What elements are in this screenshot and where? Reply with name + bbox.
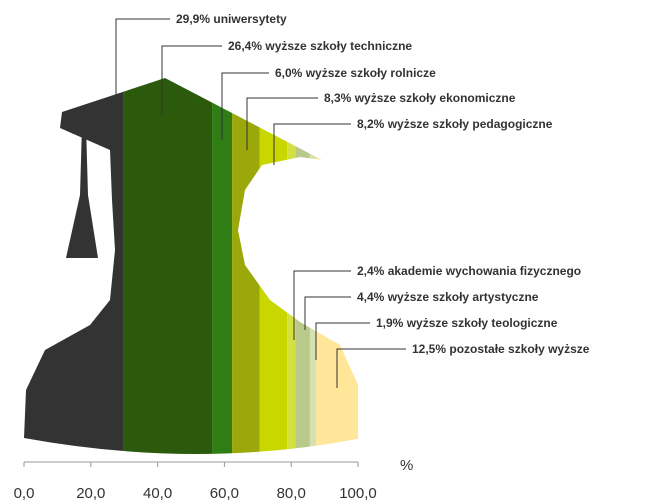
data-label: 29,9% uniwersytety — [176, 12, 287, 26]
segment — [260, 60, 287, 480]
chart: % 0,0 20,0 40,0 60,0 80,0 100,0 29,9% uniwersy… — [0, 0, 661, 504]
data-label: 4,4% wyższe szkoły artystyczne — [357, 290, 539, 304]
x-tick-label: 0,0 — [14, 485, 35, 502]
data-label: 6,0% wyższe szkoły rolnicze — [275, 66, 436, 80]
value-label: 26,4% — [228, 39, 262, 53]
segment — [232, 60, 260, 480]
category-label: wyższe szkoły techniczne — [264, 39, 412, 53]
data-label: 8,2% wyższe szkoły pedagogiczne — [357, 117, 553, 131]
segment — [310, 60, 316, 480]
data-label: 1,9% wyższe szkoły teologiczne — [376, 316, 558, 330]
value-label: 6,0% — [275, 66, 303, 80]
x-axis-label: % — [400, 457, 413, 474]
category-label: akademie wychowania fizycznego — [388, 264, 581, 278]
value-label: 8,2% — [357, 117, 385, 131]
silhouette — [24, 60, 358, 480]
category-label: wyższe szkoły teologiczne — [406, 316, 558, 330]
category-label: wyższe szkoły ekonomiczne — [354, 91, 516, 105]
segment — [287, 60, 295, 480]
category-label: uniwersytety — [213, 12, 287, 26]
category-label: wyższe szkoły pedagogiczne — [387, 117, 553, 131]
segment — [24, 60, 124, 480]
value-label: 8,3% — [324, 91, 352, 105]
segment — [316, 60, 358, 480]
x-tick-label: 40,0 — [143, 485, 172, 502]
category-label: pozostałe szkoły wyższe — [449, 342, 589, 356]
value-label: 4,4% — [357, 290, 385, 304]
category-label: wyższe szkoły rolnicze — [305, 66, 436, 80]
segment — [124, 60, 212, 480]
x-tick-label: 20,0 — [76, 485, 105, 502]
leader-line — [305, 297, 351, 330]
value-label: 1,9% — [376, 316, 404, 330]
category-label: wyższe szkoły artystyczne — [387, 290, 539, 304]
data-label: 26,4% wyższe szkoły techniczne — [228, 39, 412, 53]
value-label: 29,9% — [176, 12, 210, 26]
data-label: 8,3% wyższe szkoły ekonomiczne — [324, 91, 516, 105]
data-label: 12,5% pozostałe szkoły wyższe — [412, 342, 590, 356]
x-tick-label: 80,0 — [277, 485, 306, 502]
value-label: 12,5% — [412, 342, 446, 356]
x-tick-label: 100,0 — [339, 485, 377, 502]
data-label: 2,4% akademie wychowania fizycznego — [357, 264, 581, 278]
value-label: 2,4% — [357, 264, 385, 278]
x-tick-label: 60,0 — [210, 485, 239, 502]
segment — [295, 60, 310, 480]
